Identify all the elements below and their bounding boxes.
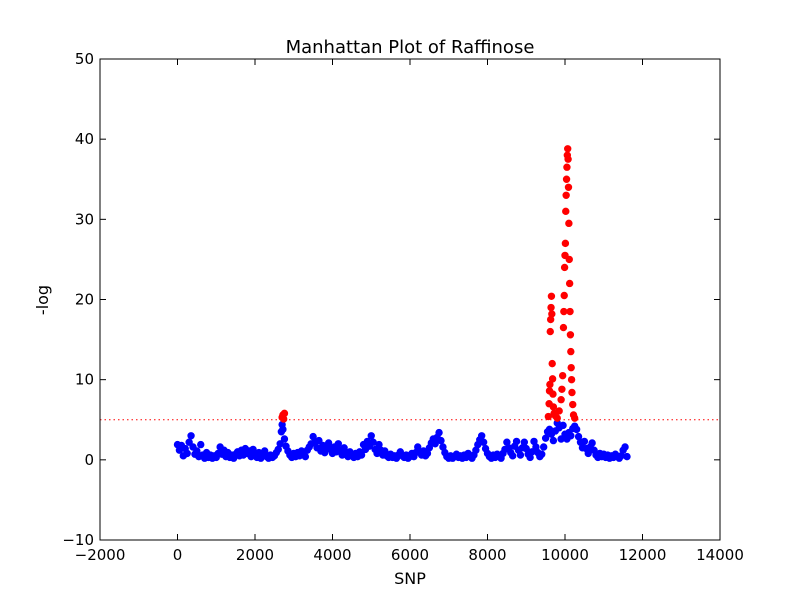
y-axis-label: -log [33,285,52,315]
y-tick-label: −10 [62,531,94,549]
data-point [563,163,571,171]
series-0-points [173,419,631,462]
data-point [553,414,561,422]
data-point [479,438,488,446]
data-point [367,432,375,440]
data-point [559,421,567,430]
data-point [584,449,592,458]
data-point [538,450,546,458]
y-tick-label: 10 [75,371,94,389]
y-tick-label: 20 [75,291,94,309]
data-point [567,347,575,356]
data-point [512,437,521,446]
data-point [548,359,556,368]
data-point [437,436,445,445]
x-tick-label: 4000 [313,546,351,564]
data-point [516,451,525,459]
data-point [187,432,195,440]
data-point [555,407,563,415]
data-point [565,219,573,228]
data-point [435,428,443,437]
data-point [557,396,565,404]
x-tick-label: 0 [173,546,183,564]
y-tick-label: 40 [75,130,94,148]
data-point [539,443,548,451]
data-point [280,435,289,443]
data-point [562,191,570,199]
data-point [357,451,366,459]
data-marks [173,145,631,462]
data-point [623,452,631,461]
data-point [544,412,553,421]
data-point [565,279,574,288]
data-point [548,310,556,318]
x-tick-label: 8000 [468,546,506,564]
y-tick-label: 0 [84,451,94,469]
data-point [183,449,191,458]
data-point [520,438,529,446]
data-point [570,414,579,422]
data-point [548,375,557,383]
data-point [566,307,574,316]
data-point [566,331,575,339]
data-point [301,452,310,461]
x-tick-label: 14000 [696,546,744,564]
y-tick-label: 50 [75,50,94,68]
data-point [588,439,596,447]
data-point [564,155,572,163]
data-point [334,440,343,448]
data-point [564,183,573,191]
data-point [324,439,333,447]
data-point [560,291,568,300]
data-point [541,434,550,442]
data-point [567,432,575,440]
data-point [565,255,573,264]
data-point [546,327,554,336]
x-tick-label: 10000 [541,546,589,564]
data-point [562,207,570,216]
data-point [547,303,555,312]
axis-ticks: −2000 0 2000 4000 6000 8000 10000 12000 14000 −10… [62,50,744,564]
x-tick-label: 2000 [236,546,274,564]
data-point [561,239,570,248]
x-axis-label: SNP [394,569,426,588]
data-point [508,452,517,460]
data-point [431,440,439,448]
data-point [560,307,568,316]
x-tick-label: −2000 [75,546,126,564]
y-tick-label: 30 [75,210,94,228]
data-point [549,436,558,445]
data-point [560,263,569,272]
data-point [185,438,193,446]
plot-area-background [100,59,720,540]
data-point [572,425,581,434]
data-point [558,371,567,380]
data-point [580,437,589,446]
data-point [567,375,576,384]
data-point [568,388,576,397]
x-tick-label: 6000 [391,546,429,564]
data-point [477,432,486,440]
data-point [549,403,558,411]
data-point [280,409,289,418]
data-point [567,363,575,372]
x-tick-label: 12000 [619,546,667,564]
data-point [562,175,571,183]
data-point [564,145,572,153]
data-point [315,436,323,445]
data-point [279,425,287,434]
data-point [549,390,557,398]
data-point [559,323,568,332]
chart-title: Manhattan Plot of Raffinose [286,37,535,58]
data-point [547,292,556,300]
data-point [569,400,577,409]
data-point [197,440,205,449]
data-point [621,443,629,451]
data-point [558,385,566,393]
